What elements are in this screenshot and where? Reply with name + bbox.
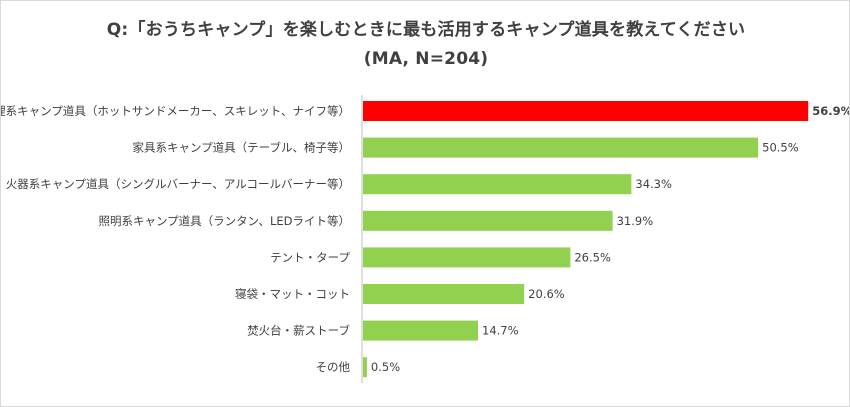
value-label: 20.6% [528, 287, 565, 301]
value-label: 14.7% [482, 324, 519, 338]
category-label: テント・タープ [270, 250, 350, 264]
value-label: 34.3% [635, 177, 672, 191]
category-label: 火器系キャンプ道具（シングルバーナー、アルコールバーナー等） [6, 177, 350, 191]
category-label: 焚火台・薪ストーブ [247, 324, 350, 338]
chart-subtitle: (MA, N=204) [363, 49, 489, 69]
bar [363, 284, 525, 304]
value-label: 56.9% [812, 104, 849, 118]
category-label: 照明系キャンプ道具（ランタン、LEDライト等） [99, 214, 351, 228]
category-label: その他 [316, 360, 351, 374]
bar [363, 210, 613, 231]
chart-title: Q:「おうちキャンプ」を楽しむときに最も活用するキャンプ道具を教えてください [106, 20, 746, 40]
value-label: 0.5% [371, 360, 400, 374]
value-label: 26.5% [574, 250, 611, 264]
value-label: 50.5% [762, 141, 799, 155]
category-label: 調理系キャンプ道具（ホットサンドメーカー、スキレット、ナイフ等） [1, 104, 350, 118]
bar [363, 174, 632, 195]
bar [363, 137, 759, 158]
category-label: 寝袋・マット・コット [235, 287, 350, 301]
value-label: 31.9% [617, 214, 654, 228]
category-label: 家具系キャンプ道具（テーブル、椅子等） [133, 141, 350, 155]
bar [363, 101, 809, 121]
bar [363, 247, 571, 268]
bar [363, 320, 479, 341]
bar [363, 357, 367, 378]
